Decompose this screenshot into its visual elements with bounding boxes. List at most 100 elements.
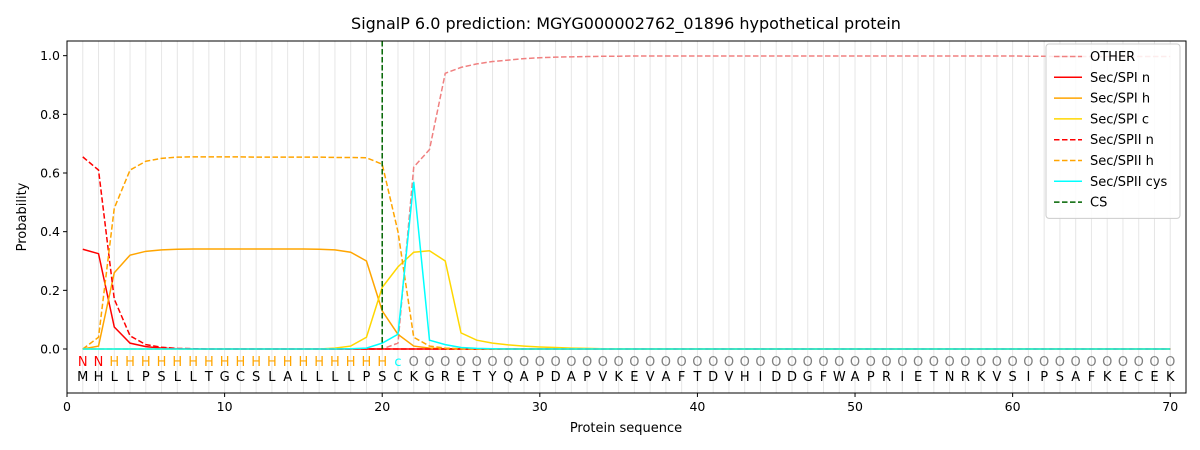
residue-label: Q <box>503 370 513 385</box>
x-tick-label: 60 <box>1005 399 1021 414</box>
residue-label: L <box>331 370 339 385</box>
plot-area <box>82 41 1171 350</box>
region-label: O <box>503 355 513 370</box>
residue-label: K <box>1103 370 1112 385</box>
residue-label: V <box>646 370 655 385</box>
residue-label: K <box>614 370 623 385</box>
residue-label: A <box>851 370 860 385</box>
region-label: O <box>834 355 844 370</box>
legend-box <box>1045 43 1181 219</box>
residue-label: F <box>678 370 685 385</box>
x-tick-label: 20 <box>374 399 390 414</box>
region-label: O <box>550 355 560 370</box>
residue-label: P <box>142 370 150 385</box>
residue-label: L <box>347 370 355 385</box>
region-label: O <box>1008 355 1018 370</box>
legend-label: OTHER <box>1090 50 1135 65</box>
region-label: O <box>661 355 671 370</box>
region-label: O <box>1134 355 1144 370</box>
region-label: O <box>535 355 545 370</box>
residue-label: E <box>914 370 922 385</box>
residue-label: S <box>378 370 386 385</box>
residue-label: A <box>1071 370 1080 385</box>
region-label: O <box>409 355 419 370</box>
region-label: O <box>519 355 529 370</box>
region-label: O <box>976 355 986 370</box>
x-tick-label: 40 <box>689 399 705 414</box>
region-label: O <box>913 355 923 370</box>
legend-label: Sec/SPII cys <box>1090 175 1168 190</box>
residue-label: H <box>94 370 104 385</box>
region-label: H <box>251 355 261 370</box>
region-label: O <box>1055 355 1065 370</box>
residue-label: L <box>300 370 308 385</box>
residue-label: L <box>174 370 182 385</box>
region-label: O <box>424 355 434 370</box>
region-label: O <box>566 355 576 370</box>
residue-label: C <box>393 370 402 385</box>
legend-label: Sec/SPI c <box>1090 112 1149 127</box>
residue-label: S <box>157 370 165 385</box>
residue-label: F <box>1088 370 1095 385</box>
residue-label: S <box>252 370 260 385</box>
series-line <box>82 248 1171 350</box>
grid-lines <box>82 41 1171 393</box>
region-label: O <box>803 355 813 370</box>
region-label: O <box>487 355 497 370</box>
region-label: N <box>78 355 88 370</box>
region-label: c <box>394 355 401 370</box>
region-label: O <box>881 355 891 370</box>
legend-label: Sec/SPII h <box>1090 154 1154 169</box>
region-label: H <box>235 355 245 370</box>
region-label: H <box>330 355 340 370</box>
region-label: H <box>125 355 135 370</box>
region-label: O <box>692 355 702 370</box>
residue-label: V <box>992 370 1001 385</box>
residue-label: T <box>204 370 213 385</box>
region-label: O <box>740 355 750 370</box>
region-label: O <box>771 355 781 370</box>
x-tick-label: 70 <box>1162 399 1178 414</box>
region-label: O <box>724 355 734 370</box>
y-axis-ticks: 0.0 0.2 0.4 0.6 0.8 1.0 <box>40 48 67 357</box>
residue-label: R <box>882 370 891 385</box>
residue-label: G <box>803 370 813 385</box>
region-label: O <box>440 355 450 370</box>
y-axis-label: Probability <box>15 182 30 251</box>
residue-label: G <box>220 370 230 385</box>
y-tick-label: 0.8 <box>40 107 60 122</box>
residue-label: P <box>583 370 591 385</box>
region-label: H <box>188 355 198 370</box>
x-tick-label: 0 <box>63 399 71 414</box>
region-label: O <box>614 355 624 370</box>
residue-label: R <box>441 370 450 385</box>
region-label: O <box>708 355 718 370</box>
residue-label: Y <box>488 370 497 385</box>
region-label: O <box>456 355 466 370</box>
region-label: O <box>787 355 797 370</box>
region-label: O <box>1071 355 1081 370</box>
residue-label: D <box>787 370 797 385</box>
region-label: H <box>267 355 277 370</box>
region-label: H <box>299 355 309 370</box>
region-label: O <box>866 355 876 370</box>
residue-label: V <box>598 370 607 385</box>
region-label: H <box>377 355 387 370</box>
y-tick-label: 0.6 <box>40 166 60 181</box>
residue-label: P <box>867 370 875 385</box>
region-label: H <box>314 355 324 370</box>
residue-label: A <box>567 370 576 385</box>
legend-label: Sec/SPI h <box>1090 92 1150 107</box>
series-line <box>82 181 1171 350</box>
residue-label: I <box>900 370 904 385</box>
series-line <box>82 156 1171 350</box>
x-tick-label: 10 <box>217 399 233 414</box>
y-tick-label: 1.0 <box>40 48 60 63</box>
residue-label: V <box>724 370 733 385</box>
residue-label: G <box>424 370 434 385</box>
residue-label: I <box>759 370 763 385</box>
series-line <box>82 248 1171 350</box>
x-tick-label: 50 <box>847 399 863 414</box>
region-label: O <box>582 355 592 370</box>
